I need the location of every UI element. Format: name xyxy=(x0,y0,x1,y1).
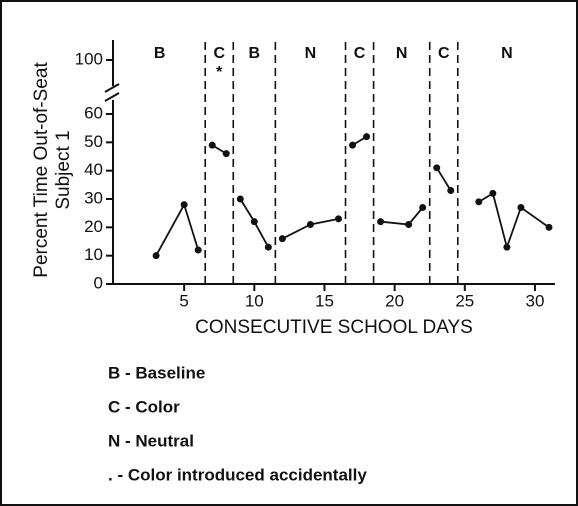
point xyxy=(152,252,160,260)
x-tick-label: 10 xyxy=(245,291,264,310)
y-tick-label: 100 xyxy=(75,49,103,68)
point xyxy=(264,243,272,251)
point xyxy=(419,204,427,211)
point xyxy=(447,187,455,194)
point xyxy=(250,218,258,226)
y-axis-label: Percent Time Out-of-Seat xyxy=(31,62,52,278)
point xyxy=(335,215,343,223)
y-tick-label: 50 xyxy=(84,132,103,151)
point xyxy=(503,243,511,251)
phase-label: N xyxy=(305,45,317,62)
point xyxy=(349,141,357,149)
point xyxy=(489,189,497,197)
legend-entry: C - Color xyxy=(108,397,180,416)
phase-label: C xyxy=(213,45,225,62)
phase-label: C xyxy=(438,45,450,62)
y-tick-label: 0 xyxy=(94,273,103,292)
axis-break xyxy=(104,83,120,93)
y-tick-label: 10 xyxy=(84,245,103,264)
point xyxy=(236,195,244,203)
point xyxy=(517,204,525,211)
x-tick-label: 25 xyxy=(455,291,474,310)
x-tick-label: 30 xyxy=(525,291,544,310)
point xyxy=(180,201,188,209)
phase-label: N xyxy=(396,45,408,62)
point xyxy=(433,164,441,172)
point xyxy=(278,235,286,243)
legend-entry: N - Neutral xyxy=(108,431,194,450)
point xyxy=(363,133,371,141)
point xyxy=(306,221,314,228)
line xyxy=(478,191,550,251)
point xyxy=(222,150,230,158)
phase-label: N xyxy=(501,45,513,62)
legend-entry: B - Baseline xyxy=(108,363,205,382)
y-tick-label: 40 xyxy=(84,160,103,179)
point xyxy=(475,198,483,206)
point xyxy=(194,246,202,254)
axis-break xyxy=(104,92,120,102)
line xyxy=(380,206,424,226)
y-tick-label: 30 xyxy=(84,188,103,207)
line xyxy=(155,202,200,257)
point xyxy=(545,223,553,231)
phase-label: B xyxy=(249,45,261,62)
line xyxy=(435,167,452,191)
x-axis-label: CONSECUTIVE SCHOOL DAYS xyxy=(195,317,473,338)
phase-label: C xyxy=(354,45,366,62)
legend-entry: . - Color introduced accidentally xyxy=(108,465,367,484)
x-tick-label: 5 xyxy=(179,291,188,310)
phase-label: B xyxy=(154,45,166,62)
point xyxy=(405,221,413,228)
phase-note: * xyxy=(216,64,223,81)
x-tick-label: 20 xyxy=(385,291,404,310)
y-tick-label: 60 xyxy=(84,103,103,122)
y-axis-label-2: Subject 1 xyxy=(53,130,74,209)
point xyxy=(208,141,216,149)
y-tick-label: 20 xyxy=(84,217,103,236)
x-tick-label: 15 xyxy=(315,291,334,310)
point xyxy=(377,218,385,226)
